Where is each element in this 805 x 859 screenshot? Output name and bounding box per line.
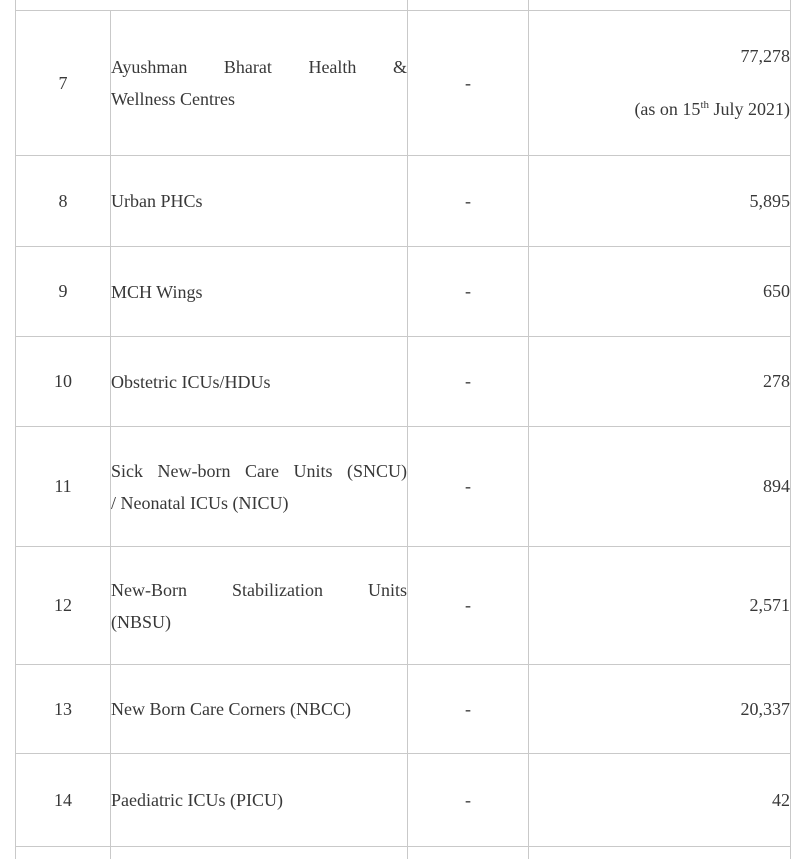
description-line: Sick New-born Care Units (SNCU): [111, 460, 407, 481]
table-row: 10 Obstetric ICUs/HDUs - 278: [15, 336, 791, 427]
value-cell: 5,895: [528, 155, 791, 247]
table-row: 8 Urban PHCs - 5,895: [15, 155, 791, 247]
table-row: 14 Paediatric ICUs (PICU) - 42: [15, 753, 791, 847]
previous-row-partial: [15, 0, 791, 11]
table-row: 9 MCH Wings - 650: [15, 246, 791, 337]
value-cell: 894: [528, 426, 791, 547]
value-cell: 20,337: [528, 664, 791, 754]
table-row: 13 New Born Care Corners (NBCC) - 20,337: [15, 664, 791, 754]
description-line: New Born Care Corners (NBCC): [111, 699, 351, 719]
description-cell: Ayushman Bharat Health & Wellness Centre…: [110, 10, 408, 156]
value-line: 77,278: [740, 46, 791, 66]
row-number-cell: 11: [15, 426, 111, 547]
dash-cell: -: [407, 336, 529, 427]
previous-row-cell: [528, 0, 791, 11]
value-cell: 42: [528, 753, 791, 847]
next-row-partial: [15, 846, 791, 859]
next-row-cell: [110, 846, 408, 859]
dash-cell: -: [407, 546, 529, 665]
previous-row-cell: [15, 0, 408, 11]
note-text: (as on 15: [634, 99, 701, 119]
next-row-cell: [407, 846, 529, 859]
row-number-cell: 9: [15, 246, 111, 337]
health-infrastructure-table: 7 Ayushman Bharat Health & Wellness Cent…: [15, 0, 791, 859]
dash-cell: -: [407, 426, 529, 547]
description-cell: New-Born Stabilization Units (NBSU): [110, 546, 408, 665]
dash-cell: -: [407, 753, 529, 847]
description-line: (NBSU): [111, 611, 172, 632]
row-number-cell: 7: [15, 10, 111, 156]
previous-row-cell: [407, 0, 529, 11]
description-line: New-Born Stabilization Units: [111, 579, 407, 600]
dash-cell: -: [407, 155, 529, 247]
note-text: July 2021): [709, 99, 791, 119]
superscript-ordinal: th: [700, 99, 709, 111]
description-cell: New Born Care Corners (NBCC): [110, 664, 408, 754]
description-line: / Neonatal ICUs (NICU): [111, 492, 289, 513]
row-number-cell: 12: [15, 546, 111, 665]
description-line: Paediatric ICUs (PICU): [111, 790, 283, 810]
dash-cell: -: [407, 246, 529, 337]
dash-cell: -: [407, 10, 529, 156]
value-cell: 650: [528, 246, 791, 337]
description-line: Wellness Centres: [111, 89, 236, 109]
value-cell: 278: [528, 336, 791, 427]
dash-cell: -: [407, 664, 529, 754]
next-row-cell: [528, 846, 791, 859]
next-row-cell: [15, 846, 111, 859]
description-cell: Obstetric ICUs/HDUs: [110, 336, 408, 427]
description-cell: Sick New-born Care Units (SNCU) / Neonat…: [110, 426, 408, 547]
description-cell: Urban PHCs: [110, 155, 408, 247]
description-line: MCH Wings: [111, 281, 203, 302]
row-number-cell: 13: [15, 664, 111, 754]
description-line: Urban PHCs: [111, 191, 203, 211]
value-cell: 77,278 (as on 15th July 2021): [528, 10, 791, 156]
description-cell: Paediatric ICUs (PICU): [110, 753, 408, 847]
value-cell: 2,571: [528, 546, 791, 665]
row-number-cell: 14: [15, 753, 111, 847]
value-gap: [529, 72, 790, 94]
description-line: Ayushman Bharat Health &: [111, 57, 407, 77]
row-number-cell: 10: [15, 336, 111, 427]
value-date-note: (as on 15th July 2021): [529, 94, 790, 125]
description-line: Obstetric ICUs/HDUs: [111, 371, 271, 392]
table-row: 12 New-Born Stabilization Units (NBSU) -…: [15, 546, 791, 665]
table-row: 11 Sick New-born Care Units (SNCU) / Neo…: [15, 426, 791, 547]
row-number-cell: 8: [15, 155, 111, 247]
description-cell: MCH Wings: [110, 246, 408, 337]
table-row: 7 Ayushman Bharat Health & Wellness Cent…: [15, 10, 791, 156]
